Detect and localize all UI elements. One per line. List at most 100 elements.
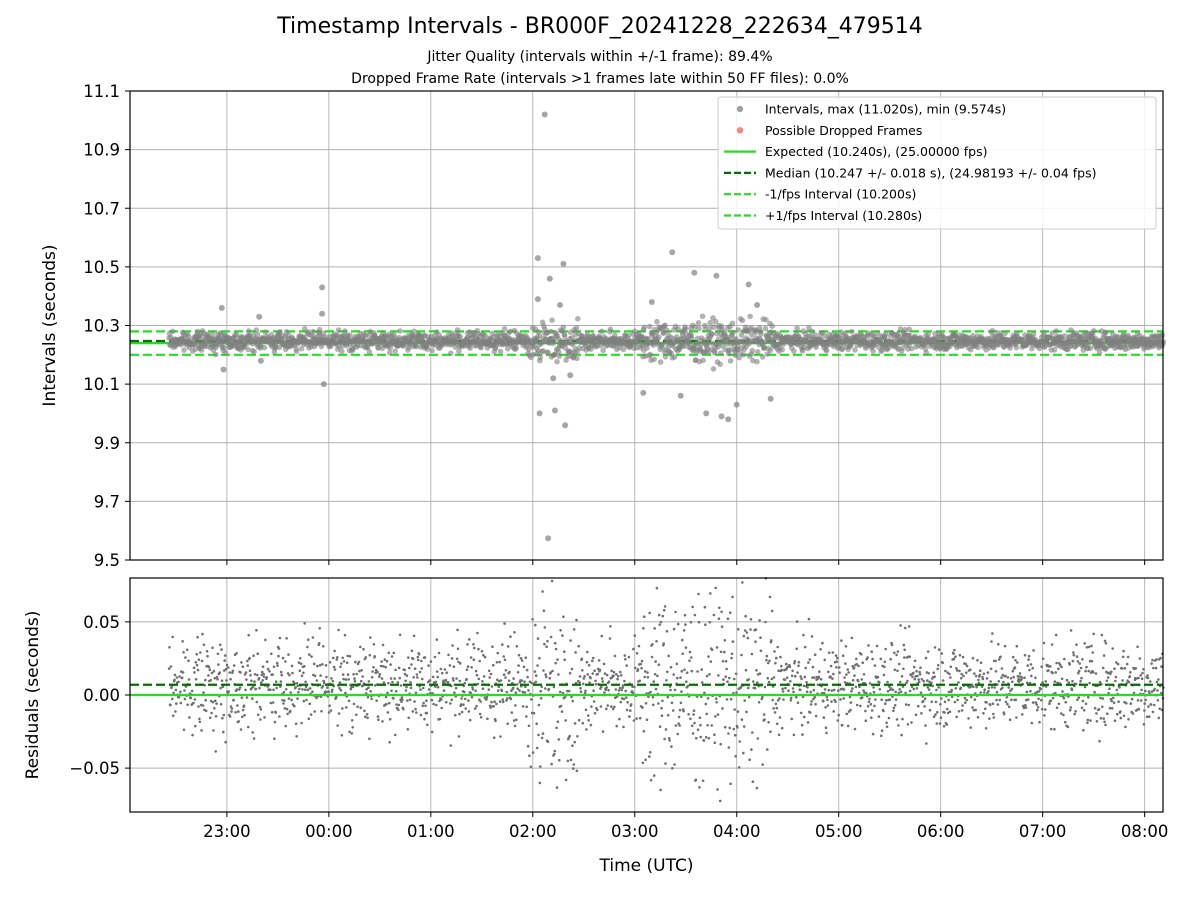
residual-point xyxy=(465,677,468,681)
residual-point xyxy=(850,636,854,640)
residual-point xyxy=(635,717,638,720)
residual-point xyxy=(194,661,198,664)
residual-point xyxy=(297,661,301,664)
residual-point xyxy=(317,642,321,645)
residual-point xyxy=(1114,675,1118,679)
interval-point xyxy=(852,347,858,353)
residual-point xyxy=(1103,639,1107,643)
residual-point xyxy=(960,709,964,712)
residual-point xyxy=(259,718,262,721)
residual-point xyxy=(796,701,800,704)
residual-point xyxy=(898,680,902,684)
interval-point xyxy=(1103,329,1109,336)
residual-point xyxy=(621,684,625,687)
residual-point xyxy=(979,661,983,664)
residual-point xyxy=(901,685,905,688)
residual-point xyxy=(834,700,837,703)
residual-point xyxy=(199,651,202,654)
residual-point xyxy=(935,722,939,725)
residual-point xyxy=(679,676,682,679)
residual-point xyxy=(438,699,441,703)
residual-point xyxy=(670,745,673,748)
residual-point xyxy=(650,655,654,659)
residual-point xyxy=(884,702,887,705)
residual-point xyxy=(232,664,236,667)
residual-point xyxy=(1010,687,1014,691)
residual-point xyxy=(1119,710,1122,713)
residual-point xyxy=(1026,664,1029,667)
residual-point xyxy=(572,763,576,766)
residual-point xyxy=(575,618,578,622)
residual-point xyxy=(886,680,889,684)
residual-point xyxy=(256,713,260,717)
interval-outlier-point xyxy=(551,407,558,414)
residual-point xyxy=(440,671,444,675)
residual-point xyxy=(786,665,789,669)
residual-point xyxy=(992,716,996,719)
residual-point xyxy=(990,640,993,643)
residual-point xyxy=(274,680,278,683)
residual-point xyxy=(1136,699,1140,702)
residual-point xyxy=(730,656,733,660)
residual-point xyxy=(988,717,991,720)
residual-point xyxy=(515,718,518,722)
residual-point xyxy=(594,679,597,683)
interval-point xyxy=(554,358,560,365)
interval-point xyxy=(705,340,711,347)
residual-point xyxy=(1104,723,1107,727)
residual-point xyxy=(413,700,416,703)
residual-point xyxy=(230,707,234,710)
residual-point xyxy=(540,736,544,740)
residual-point xyxy=(361,675,364,678)
residual-point xyxy=(1077,669,1081,673)
residual-point xyxy=(1134,667,1138,670)
residual-point xyxy=(1101,666,1105,670)
residual-point xyxy=(981,677,985,681)
residual-point xyxy=(853,674,856,677)
residual-point xyxy=(997,680,1001,683)
residual-point xyxy=(347,678,350,681)
residual-point xyxy=(643,675,646,679)
residual-point xyxy=(726,680,729,683)
residual-point xyxy=(203,684,207,687)
residual-point xyxy=(406,728,410,731)
interval-point xyxy=(1051,347,1058,353)
residual-point xyxy=(246,725,250,729)
residual-point xyxy=(1140,688,1143,692)
residual-point xyxy=(1102,717,1105,720)
residual-point xyxy=(462,703,465,706)
residual-point xyxy=(669,688,672,692)
residual-point xyxy=(566,759,570,763)
residual-point xyxy=(818,670,821,673)
residual-point xyxy=(822,716,826,719)
residual-point xyxy=(581,682,585,686)
residual-point xyxy=(552,685,556,689)
residual-point xyxy=(722,678,725,681)
residual-point xyxy=(742,634,746,638)
interval-point xyxy=(682,326,689,332)
residual-point xyxy=(367,680,371,683)
residual-point xyxy=(457,660,460,664)
residual-point xyxy=(1090,644,1093,648)
residual-point xyxy=(261,665,265,668)
residual-point xyxy=(277,647,281,650)
residual-point xyxy=(530,698,533,701)
residual-point xyxy=(583,691,587,695)
residual-point xyxy=(812,697,815,701)
residual-point xyxy=(891,688,895,692)
residual-point xyxy=(1063,720,1067,724)
residual-point xyxy=(489,706,492,709)
residual-point xyxy=(704,623,707,626)
residual-point xyxy=(551,669,554,673)
residual-point xyxy=(355,713,358,717)
interval-point xyxy=(222,349,229,356)
residual-point xyxy=(360,669,364,672)
residual-point xyxy=(578,675,582,678)
interval-point xyxy=(641,324,648,331)
residual-point xyxy=(429,660,433,663)
residual-point xyxy=(743,699,746,702)
residual-point xyxy=(210,711,213,715)
residual-point xyxy=(1005,696,1009,699)
residual-point xyxy=(994,659,997,663)
residual-point xyxy=(675,662,679,666)
